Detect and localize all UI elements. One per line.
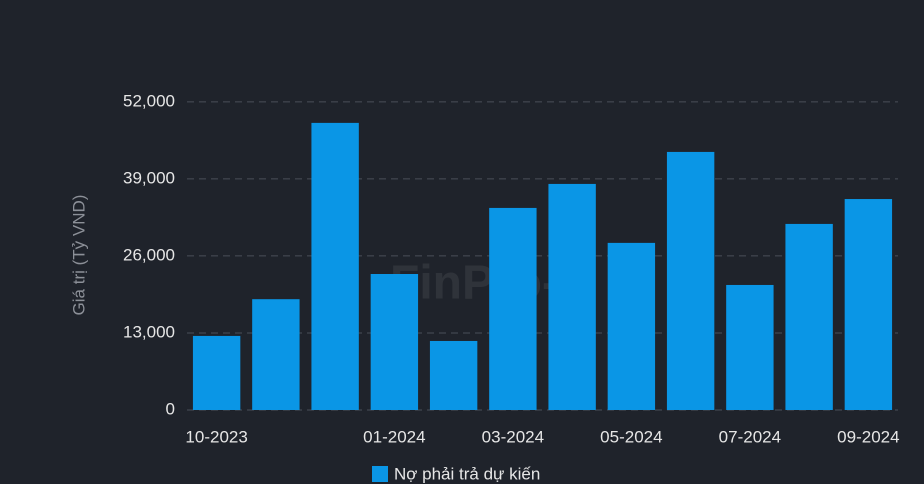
x-tick-label: 05-2024 bbox=[600, 427, 662, 446]
y-tick-label: 0 bbox=[166, 399, 175, 418]
y-tick-label: 13,000 bbox=[123, 322, 175, 341]
bar bbox=[844, 199, 893, 410]
bar bbox=[666, 151, 715, 411]
bar bbox=[726, 284, 774, 410]
y-tick-label: 39,000 bbox=[123, 168, 175, 187]
x-tick-label: 01-2024 bbox=[363, 427, 425, 446]
bar bbox=[252, 299, 300, 410]
x-tick-label: 03-2024 bbox=[482, 427, 544, 446]
x-tick-label: 10-2023 bbox=[185, 427, 247, 446]
bar bbox=[429, 340, 478, 410]
bar bbox=[607, 242, 656, 410]
bar bbox=[370, 274, 419, 410]
bar bbox=[785, 223, 833, 410]
y-axis-label: Giá trị (Tỷ VND) bbox=[69, 195, 88, 316]
bar bbox=[192, 335, 241, 410]
bar bbox=[311, 122, 359, 410]
y-tick-label: 52,000 bbox=[123, 91, 175, 110]
y-tick-label: 26,000 bbox=[123, 245, 175, 264]
x-tick-label: 09-2024 bbox=[837, 427, 899, 446]
x-tick-label: 07-2024 bbox=[719, 427, 781, 446]
legend-label: Nợ phải trả dự kiến bbox=[394, 464, 540, 483]
bar bbox=[489, 207, 537, 410]
legend-swatch bbox=[372, 466, 388, 482]
bar bbox=[548, 183, 596, 410]
